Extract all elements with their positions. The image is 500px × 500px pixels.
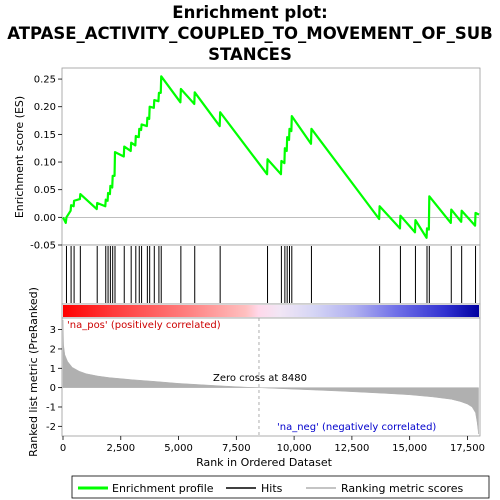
- x-tick-label: 12,500: [334, 443, 369, 454]
- neg-label: 'na_neg' (negatively correlated): [277, 422, 436, 433]
- legend-box: [71, 475, 490, 499]
- x-tick-label: 0: [60, 443, 66, 454]
- legend-es-label: Enrichment profile: [112, 482, 214, 495]
- x-tick-label: 5,000: [164, 443, 193, 454]
- pos-label: 'na_pos' (positively correlated): [67, 320, 221, 331]
- zero-cross-label: Zero cross at 8480: [213, 373, 307, 384]
- metric-panel: [61, 317, 481, 437]
- metric-y-tick-label: 0: [50, 383, 56, 394]
- ranking-metric-area: [62, 319, 479, 435]
- es-panel: [61, 67, 481, 246]
- es-y-axis: -0.05 0.00 0.05 0.10 0.15 0.20 0.25: [30, 75, 62, 252]
- es-y-axis-label: Enrichment score (ES): [13, 96, 26, 218]
- es-y-tick-label: 0.05: [34, 185, 56, 196]
- enrichment-profile-line: [62, 75, 480, 239]
- metric-area: [62, 319, 479, 435]
- chart-title-line-2: ATPASE_ACTIVITY_COUPLED_TO_MOVEMENT_OF_S…: [7, 24, 492, 43]
- es-y-tick-label: 0.15: [34, 130, 56, 141]
- legend-hits-label: Hits: [261, 482, 283, 495]
- es-y-tick-label: 0.20: [34, 102, 56, 113]
- metric-y-axis: -2 -1 0 1 2 3: [46, 325, 62, 433]
- legend: Enrichment profile Hits Ranking metric s…: [71, 475, 490, 499]
- metric-y-tick-label: 1: [50, 364, 56, 375]
- hits: [65, 246, 477, 303]
- es-y-tick-label: 0.00: [34, 213, 56, 224]
- x-tick-label: 15,000: [392, 443, 427, 454]
- metric-y-tick-label: -2: [46, 422, 56, 433]
- es-y-tick-label: 0.25: [34, 75, 56, 86]
- x-tick-label: 10,000: [277, 443, 312, 454]
- chart-title-line-3: STANCES: [208, 45, 292, 64]
- x-tick-label: 7,500: [222, 443, 251, 454]
- legend-metric-label: Ranking metric scores: [341, 482, 463, 495]
- es-y-tick-label: 0.10: [34, 158, 56, 169]
- x-axis: 0 2,500 5,000 7,500 10,000 12,500 15,000 17,500: [60, 436, 485, 454]
- metric-y-axis-label: Ranked list metric (PreRanked): [27, 287, 40, 457]
- metric-y-tick-label: 2: [50, 344, 56, 355]
- es-y-tick-label: -0.05: [30, 241, 56, 252]
- es-line: [62, 75, 480, 239]
- x-tick-label: 2,500: [106, 443, 135, 454]
- metric-y-tick-label: -1: [46, 402, 56, 413]
- chart-title-line-1: Enrichment plot:: [172, 3, 327, 22]
- x-axis-label: Rank in Ordered Dataset: [196, 456, 333, 469]
- x-tick-label: 17,500: [450, 443, 485, 454]
- metric-y-tick-label: 3: [50, 325, 56, 336]
- ranking-heat-bar: [63, 305, 479, 317]
